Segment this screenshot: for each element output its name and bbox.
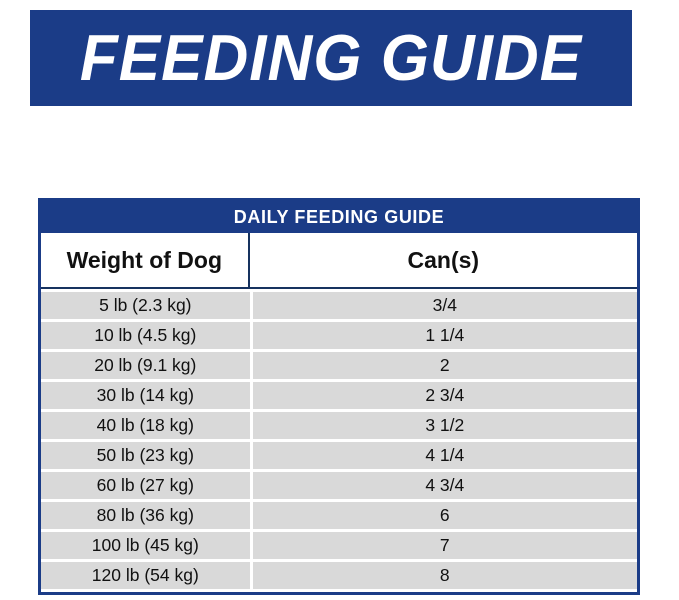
weight-cell: 50 lb (23 kg) [41,442,250,469]
weight-cell: 10 lb (4.5 kg) [41,322,250,349]
weight-cell: 5 lb (2.3 kg) [41,292,250,319]
cans-cell: 3/4 [252,292,637,319]
table-row: 50 lb (23 kg) 4 1/4 [41,442,637,469]
page-title: FEEDING GUIDE [79,21,583,95]
cans-cell: 7 [252,532,637,559]
table-title-bar: DAILY FEEDING GUIDE [41,201,637,233]
table-row: 120 lb (54 kg) 8 [41,562,637,589]
cans-cell: 2 3/4 [252,382,637,409]
table-rows: 5 lb (2.3 kg) 3/4 10 lb (4.5 kg) 1 1/4 20 lb… [41,292,637,589]
weight-cell: 40 lb (18 kg) [41,412,250,439]
column-header-cans: Can(s) [407,246,480,273]
table-row: 5 lb (2.3 kg) 3/4 [41,292,637,319]
weight-cell: 20 lb (9.1 kg) [41,352,250,379]
table-row: 80 lb (36 kg) 6 [41,502,637,529]
table-row: 10 lb (4.5 kg) 1 1/4 [41,322,637,349]
weight-cell: 30 lb (14 kg) [41,382,250,409]
feeding-table: DAILY FEEDING GUIDE Weight of Dog Can(s)… [38,198,640,595]
column-header-row: Weight of Dog Can(s) [41,233,637,289]
banner: FEEDING GUIDE [30,10,632,106]
cans-cell: 3 1/2 [252,412,637,439]
table-title: DAILY FEEDING GUIDE [233,206,445,227]
cans-cell: 2 [252,352,637,379]
cans-cell: 8 [252,562,637,589]
table-row: 100 lb (45 kg) 7 [41,532,637,559]
cans-cell: 6 [252,502,637,529]
weight-cell: 120 lb (54 kg) [41,562,250,589]
cans-cell: 1 1/4 [252,322,637,349]
weight-cell: 60 lb (27 kg) [41,472,250,499]
table-row: 60 lb (27 kg) 4 3/4 [41,472,637,499]
cans-cell: 4 3/4 [252,472,637,499]
weight-cell: 100 lb (45 kg) [41,532,250,559]
table-row: 30 lb (14 kg) 2 3/4 [41,382,637,409]
column-header-weight: Weight of Dog [41,233,250,287]
table-row: 20 lb (9.1 kg) 2 [41,352,637,379]
cans-cell: 4 1/4 [252,442,637,469]
table-row: 40 lb (18 kg) 3 1/2 [41,412,637,439]
weight-cell: 80 lb (36 kg) [41,502,250,529]
